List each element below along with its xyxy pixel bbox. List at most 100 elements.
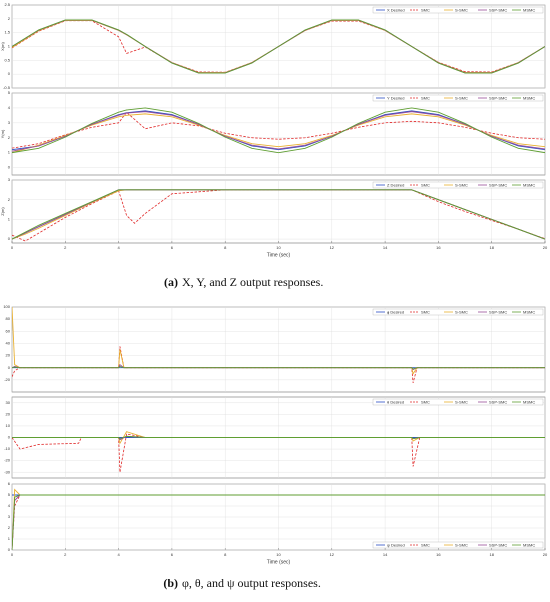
y-tick-label: 2.5 (4, 2, 10, 7)
y-tick-label: 0 (8, 365, 11, 370)
legend-label: SSP-SMC (489, 7, 507, 12)
x-tick-label: 18 (489, 552, 494, 557)
y-tick-label: 2 (8, 197, 11, 202)
y-tick-label: 6 (8, 481, 11, 486)
y-tick-label: 80 (6, 316, 11, 321)
legend-label: SMC (421, 95, 430, 100)
y-tick-label: -20 (4, 458, 11, 463)
series-line (12, 189, 545, 240)
legend-label: SMC (421, 7, 430, 12)
caption-text: X, Y, and Z output responses. (182, 275, 323, 289)
y-tick-label: -0.5 (3, 85, 11, 90)
legend-box (372, 308, 544, 316)
legend-label: SSP-SMC (489, 309, 507, 314)
y-tick-label: 2 (8, 16, 11, 21)
y-tick-label: 5 (8, 90, 11, 95)
y-tick-label: 2 (8, 135, 11, 140)
x-tick-label: 20 (543, 245, 548, 250)
y-tick-label: 1.5 (4, 30, 10, 35)
x-tick-label: 10 (276, 245, 281, 250)
x-tick-label: 2 (64, 552, 67, 557)
x-tick-label: 18 (489, 245, 494, 250)
legend-label: SMC (421, 542, 430, 547)
x-tick-label: 14 (383, 552, 388, 557)
x-tick-label: 16 (436, 245, 441, 250)
legend-box (372, 398, 544, 406)
caption-text: φ, θ, and ψ output responses. (182, 576, 321, 590)
x-tick-label: 0 (11, 245, 14, 250)
y-tick-label: 0.5 (4, 57, 10, 62)
legend-label: MSMC (523, 182, 535, 187)
x-tick-label: 8 (224, 245, 227, 250)
legend-label: MSMC (523, 399, 535, 404)
x-tick-label: 4 (117, 245, 120, 250)
y-axis-label: Y(m) (0, 129, 5, 138)
x-tick-label: 12 (330, 245, 335, 250)
y-tick-label: 4 (8, 105, 11, 110)
y-axis-label: Z(m) (0, 207, 5, 216)
y-tick-label: 20 (6, 353, 11, 358)
y-tick-label: -20 (4, 377, 11, 382)
y-tick-label: -10 (4, 446, 11, 451)
y-tick-label: 30 (6, 400, 11, 405)
legend-label: SMC (421, 399, 430, 404)
y-axis-label: X(m) (0, 42, 5, 51)
x-axis-label: Time (sec) (267, 252, 291, 258)
y-tick-label: 0 (8, 435, 11, 440)
y-tick-label: 0 (8, 71, 11, 76)
x-tick-label: 8 (224, 552, 227, 557)
y-tick-label: 2 (8, 525, 11, 530)
legend-box (372, 181, 544, 189)
series-line (12, 346, 545, 383)
x-tick-label: 6 (171, 245, 174, 250)
series-line (12, 111, 545, 149)
y-tick-label: 3 (8, 120, 11, 125)
y-tick-label: 60 (6, 328, 11, 333)
y-tick-label: 10 (6, 423, 11, 428)
y-tick-label: 1 (8, 536, 11, 541)
legend-label: ψ Desired (387, 542, 405, 547)
legend-label: θ Desired (387, 399, 404, 404)
x-axis-label: Time (sec) (267, 559, 291, 565)
x-tick-label: 2 (64, 245, 67, 250)
series-line (12, 113, 545, 154)
legend-label: Z Desired (387, 182, 404, 187)
legend-label: SSP-SMC (489, 182, 507, 187)
series-line (12, 307, 545, 375)
legend-label: S-SMC (455, 399, 468, 404)
x-tick-label: 0 (11, 552, 14, 557)
caption-label: (b) (163, 576, 178, 590)
x-tick-label: 20 (543, 552, 548, 557)
y-tick-label: 0 (8, 547, 11, 552)
y-tick-label: 0 (8, 165, 11, 170)
legend-label: MSMC (523, 95, 535, 100)
legend-label: S-SMC (455, 542, 468, 547)
y-tick-label: -30 (4, 469, 11, 474)
legend-label: SSP-SMC (489, 399, 507, 404)
caption-label: (a) (164, 275, 178, 289)
series-line (12, 435, 545, 440)
x-tick-label: 12 (330, 552, 335, 557)
y-tick-label: 40 (6, 340, 11, 345)
series-line (12, 111, 545, 152)
legend-box (372, 6, 544, 14)
series-line (12, 189, 545, 242)
y-tick-label: 1 (8, 44, 11, 49)
y-tick-label: 20 (6, 411, 11, 416)
x-tick-label: 4 (117, 552, 120, 557)
y-tick-label: 0 (8, 236, 11, 241)
legend-label: S-SMC (455, 309, 468, 314)
legend-label: S-SMC (455, 95, 468, 100)
y-tick-label: 1 (8, 216, 11, 221)
y-tick-label: 3 (8, 514, 11, 519)
legend-label: MSMC (523, 7, 535, 12)
y-tick-label: 5 (8, 492, 11, 497)
series-line (12, 19, 545, 74)
series-line (12, 107, 545, 154)
legend-label: Y Desired (387, 95, 405, 100)
legend-label: S-SMC (455, 182, 468, 187)
legend-box (372, 541, 544, 549)
legend-label: MSMC (523, 309, 535, 314)
y-tick-label: 4 (8, 503, 11, 508)
